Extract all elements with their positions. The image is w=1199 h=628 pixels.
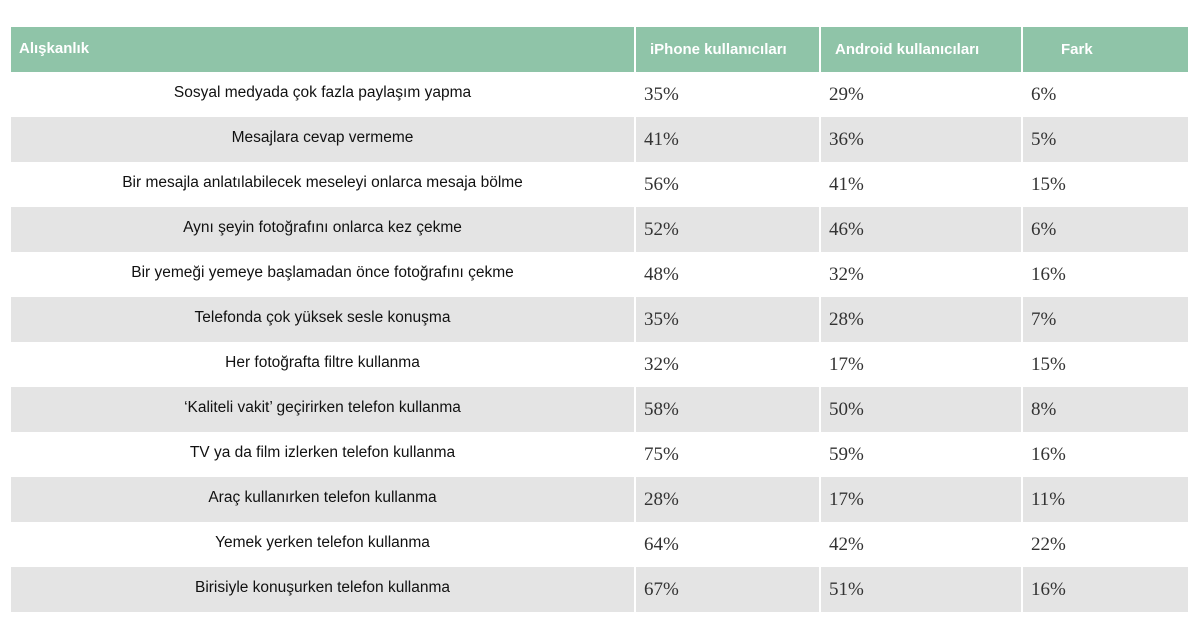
iphone-value-cell: 48% bbox=[636, 252, 821, 297]
habit-cell: Bir yemeği yemeye başlamadan önce fotoğr… bbox=[11, 252, 636, 297]
table-row: TV ya da film izlerken telefon kullanma 7… bbox=[11, 432, 1188, 477]
table-row: Birisiyle konuşurken telefon kullanma 67%… bbox=[11, 567, 1188, 612]
difference-value-cell: 22% bbox=[1031, 533, 1066, 555]
table-row: Bir yemeği yemeye başlamadan önce fotoğr… bbox=[11, 252, 1188, 297]
table-row: ‘Kaliteli vakit’ geçirirken telefon kull… bbox=[11, 387, 1188, 432]
iphone-value-cell: 67% bbox=[636, 567, 821, 612]
iphone-value-cell: 64% bbox=[636, 522, 821, 567]
habit-cell: TV ya da film izlerken telefon kullanma bbox=[11, 432, 636, 477]
iphone-value-cell: 41% bbox=[636, 117, 821, 162]
difference-value-cell: 16% bbox=[1031, 263, 1066, 285]
android-value-cell: 36% bbox=[821, 117, 1023, 162]
difference-value-cell: 7% bbox=[1031, 308, 1057, 330]
difference-value-cell: 15% bbox=[1031, 353, 1066, 375]
difference-value-cell: 8% bbox=[1031, 398, 1057, 420]
table-row: Bir mesajla anlatılabilecek meseleyi onl… bbox=[11, 162, 1188, 207]
habit-cell: Aynı şeyin fotoğrafını onlarca kez çekme bbox=[11, 207, 636, 252]
iphone-value-cell: 58% bbox=[636, 387, 821, 432]
android-value-cell: 41% bbox=[821, 162, 1023, 207]
header-cell-difference: Fark bbox=[1061, 41, 1093, 58]
table-row: Sosyal medyada çok fazla paylaşım yapma 3… bbox=[11, 72, 1188, 117]
difference-value-cell: 6% bbox=[1031, 83, 1057, 105]
android-value-cell: 28% bbox=[821, 297, 1023, 342]
android-value-cell: 50% bbox=[821, 387, 1023, 432]
table-row: Her fotoğrafta filtre kullanma 32% 17% 15% bbox=[11, 342, 1188, 387]
table-header: Alışkanlık iPhone kullanıcıları Android … bbox=[11, 27, 1188, 72]
table-row: Aynı şeyin fotoğrafını onlarca kez çekme… bbox=[11, 207, 1188, 252]
header-cell-android: Android kullanıcıları bbox=[821, 27, 1023, 72]
habit-cell: Telefonda çok yüksek sesle konuşma bbox=[11, 297, 636, 342]
header-cell-iphone: iPhone kullanıcıları bbox=[636, 27, 821, 72]
habit-cell: ‘Kaliteli vakit’ geçirirken telefon kull… bbox=[11, 387, 636, 432]
difference-value-cell: 16% bbox=[1031, 578, 1066, 600]
habits-table: Alışkanlık iPhone kullanıcıları Android … bbox=[11, 27, 1188, 612]
iphone-value-cell: 56% bbox=[636, 162, 821, 207]
iphone-value-cell: 32% bbox=[636, 342, 821, 387]
difference-value-cell: 11% bbox=[1031, 488, 1066, 510]
table-row: Mesajlara cevap vermeme 41% 36% 5% bbox=[11, 117, 1188, 162]
android-value-cell: 17% bbox=[821, 342, 1023, 387]
header-cell-habit: Alışkanlık bbox=[11, 27, 636, 72]
iphone-value-cell: 75% bbox=[636, 432, 821, 477]
android-value-cell: 46% bbox=[821, 207, 1023, 252]
habit-cell: Araç kullanırken telefon kullanma bbox=[11, 477, 636, 522]
android-value-cell: 42% bbox=[821, 522, 1023, 567]
iphone-value-cell: 52% bbox=[636, 207, 821, 252]
habit-cell: Bir mesajla anlatılabilecek meseleyi onl… bbox=[11, 162, 636, 207]
android-value-cell: 29% bbox=[821, 72, 1023, 117]
habit-cell: Sosyal medyada çok fazla paylaşım yapma bbox=[11, 72, 636, 117]
iphone-value-cell: 28% bbox=[636, 477, 821, 522]
difference-value-cell: 16% bbox=[1031, 443, 1066, 465]
iphone-value-cell: 35% bbox=[636, 297, 821, 342]
android-value-cell: 51% bbox=[821, 567, 1023, 612]
habit-cell: Birisiyle konuşurken telefon kullanma bbox=[11, 567, 636, 612]
table-body: Sosyal medyada çok fazla paylaşım yapma 3… bbox=[11, 72, 1188, 612]
table-row: Yemek yerken telefon kullanma 64% 42% 22% bbox=[11, 522, 1188, 567]
difference-value-cell: 15% bbox=[1031, 173, 1066, 195]
table-row: Telefonda çok yüksek sesle konuşma 35% 28%… bbox=[11, 297, 1188, 342]
table-row: Araç kullanırken telefon kullanma 28% 17% 1… bbox=[11, 477, 1188, 522]
difference-value-cell: 5% bbox=[1031, 128, 1057, 150]
habit-cell: Her fotoğrafta filtre kullanma bbox=[11, 342, 636, 387]
difference-value-cell: 6% bbox=[1031, 218, 1057, 240]
android-value-cell: 17% bbox=[821, 477, 1023, 522]
android-value-cell: 32% bbox=[821, 252, 1023, 297]
iphone-value-cell: 35% bbox=[636, 72, 821, 117]
android-value-cell: 59% bbox=[821, 432, 1023, 477]
habit-cell: Mesajlara cevap vermeme bbox=[11, 117, 636, 162]
habit-cell: Yemek yerken telefon kullanma bbox=[11, 522, 636, 567]
